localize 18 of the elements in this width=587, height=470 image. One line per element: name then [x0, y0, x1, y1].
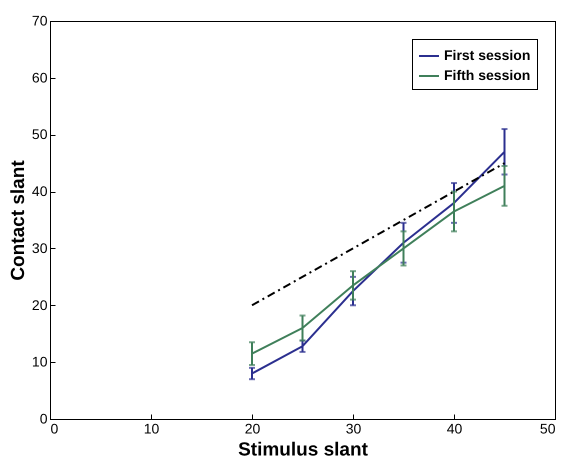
x-tick-label: 20	[244, 420, 260, 436]
y-tick-label: 40	[32, 183, 48, 200]
y-tick-label: 60	[32, 69, 48, 86]
x-axis-title: Stimulus slant	[238, 440, 369, 460]
y-tick-label: 70	[32, 12, 48, 28]
y-tick-label: 30	[32, 240, 48, 256]
x-tick-label: 10	[144, 420, 160, 436]
y-tick-label: 10	[32, 354, 48, 370]
x-tick-label: 50	[540, 420, 556, 436]
x-tick-label: 0	[50, 420, 58, 436]
x-tick-label: 40	[446, 420, 462, 436]
y-tick-label: 20	[32, 296, 48, 313]
y-axis-title: Contact slant	[8, 160, 29, 281]
y-tick-label: 0	[40, 410, 48, 426]
legend-label: First session	[444, 47, 530, 63]
y-tick-label: 50	[32, 126, 48, 142]
legend-label: Fifth session	[444, 67, 530, 83]
x-tick-label: 30	[346, 420, 362, 436]
